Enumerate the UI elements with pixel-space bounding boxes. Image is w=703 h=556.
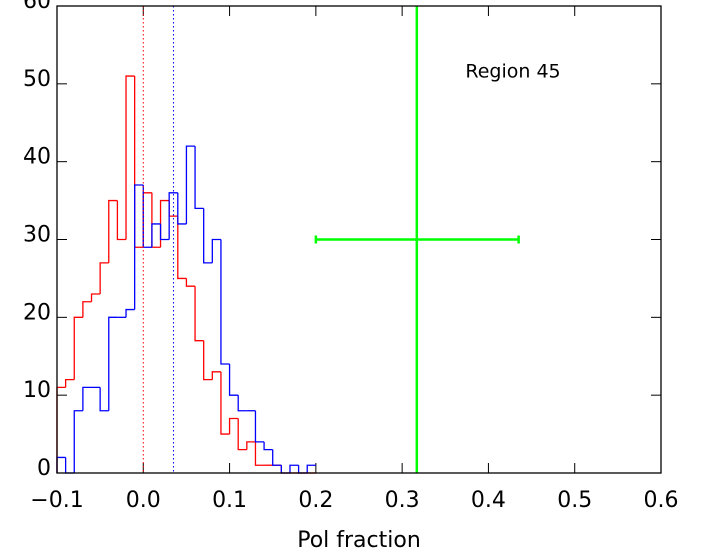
x-axis-label: Pol fraction — [297, 528, 421, 553]
histogram-step — [228, 417, 239, 435]
histogram-step — [177, 192, 187, 225]
histogram-step — [263, 441, 273, 451]
histogram-step — [56, 386, 66, 473]
histogram-step — [237, 395, 247, 412]
histogram-step — [185, 278, 196, 287]
x-tick-label: 0.0 — [126, 488, 161, 513]
histogram-step — [194, 146, 204, 210]
histogram-step — [151, 223, 161, 248]
histogram-step — [108, 316, 118, 411]
histogram-step — [159, 223, 170, 241]
histogram-step — [73, 410, 83, 473]
x-tick-label: 0.1 — [212, 488, 247, 513]
histogram-step — [108, 199, 118, 263]
histogram-step — [280, 465, 290, 474]
y-tick-label: 30 — [23, 223, 51, 248]
histogram-step — [134, 184, 144, 310]
y-tick-label: 60 — [23, 0, 51, 14]
plot-frame — [56, 5, 662, 474]
histogram-step — [99, 262, 109, 294]
histogram-step — [185, 145, 196, 224]
histogram-step — [82, 301, 92, 318]
histogram-step — [90, 293, 101, 302]
histogram-step — [297, 465, 308, 474]
y-tick-label: 10 — [23, 378, 51, 403]
histogram-step — [246, 441, 256, 450]
x-tick-label: 0.6 — [644, 488, 679, 513]
histogram-step — [177, 216, 187, 280]
y-tick-label: 20 — [23, 300, 51, 325]
histogram-step — [82, 386, 92, 411]
histogram-step — [134, 76, 144, 248]
x-tick-label: 0.2 — [298, 488, 333, 513]
histogram-step — [272, 449, 282, 466]
histogram-step — [203, 208, 213, 264]
histogram-step — [203, 340, 213, 381]
x-tick-label: 0.5 — [557, 488, 592, 513]
histogram-step — [142, 185, 152, 248]
histogram-step — [125, 75, 135, 240]
x-tick-label: −0.1 — [30, 488, 83, 513]
histogram-step — [151, 192, 161, 248]
histogram-step — [159, 199, 170, 248]
histogram-step — [64, 378, 75, 388]
y-tick-label: 0 — [37, 456, 51, 481]
y-tick-label: 40 — [23, 145, 51, 170]
histogram-step — [125, 308, 135, 318]
histogram-step — [306, 464, 316, 473]
histogram-step — [73, 316, 83, 380]
histogram-step — [220, 239, 230, 365]
histogram-step — [211, 238, 221, 263]
x-tick-label: 0.3 — [385, 488, 420, 513]
histogram-step — [116, 200, 127, 241]
histogram-step — [56, 456, 66, 473]
histogram-step — [168, 192, 178, 240]
histogram-step — [211, 371, 221, 380]
histogram-step — [237, 418, 247, 451]
histogram-step — [194, 286, 204, 342]
histogram-step — [228, 364, 239, 396]
y-tick-label: 50 — [23, 67, 51, 92]
histogram-step — [99, 387, 109, 412]
histogram-step — [254, 410, 265, 443]
histogram-step — [280, 465, 290, 474]
x-tick-label: 0.4 — [471, 488, 506, 513]
annotation: Region 45 — [465, 61, 560, 83]
histogram-step — [142, 192, 152, 248]
histogram-step — [289, 464, 299, 473]
histogram-step — [64, 457, 75, 474]
histogram-step — [220, 371, 230, 435]
histogram-step — [254, 441, 265, 466]
